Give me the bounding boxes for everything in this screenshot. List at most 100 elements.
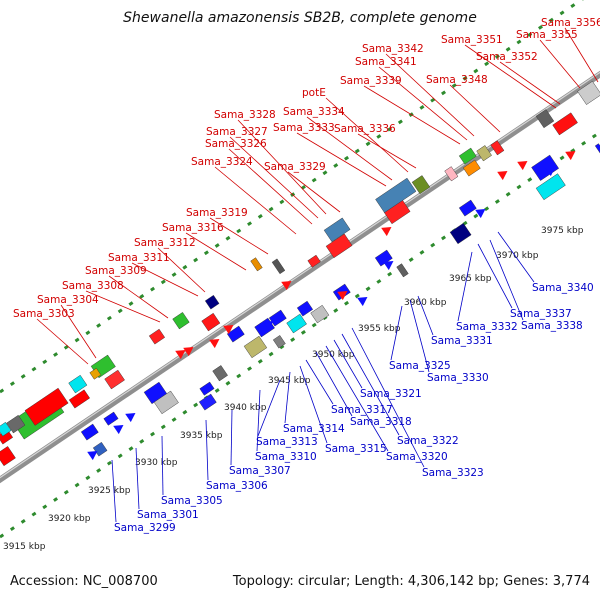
label-connector [108,275,169,319]
gene-glyph [201,312,221,332]
gene-body [552,112,578,136]
label-connector [357,133,417,169]
grid-dot [139,439,145,444]
grid-dot [333,163,339,168]
gene-glyph [0,446,16,467]
grid-dot [387,126,393,132]
topology-summary: Topology: circular; Length: 4,306,142 bp… [232,574,590,589]
gene-glyph [250,257,263,272]
top-label-sama_3355: Sama_3355 [516,29,578,41]
top-label-sama_3352: Sama_3352 [476,51,538,63]
label-connector [284,371,291,424]
gene-glyph [307,254,321,268]
bottom-label-sama_3322: Sama_3322 [397,435,459,447]
gene-glyph [296,300,314,317]
grid-dot [365,286,371,292]
label-connector [385,53,475,137]
label-connector [499,61,561,105]
grid-dot [279,199,285,205]
top-label-sama_3341: Sama_3341 [355,56,417,68]
grid-dot [516,184,522,190]
label-connector [135,447,140,510]
gene-body [323,217,351,243]
top-label-lines [36,27,599,365]
label-connector [325,97,409,173]
grid-dot [96,323,102,328]
gene-glyph [577,81,600,105]
tick-label: 3940 kbp [224,403,267,413]
gene-body [204,294,220,310]
gene-body [396,263,409,278]
gene-glyph [458,147,477,165]
gene-body [531,154,559,181]
bottom-label-sama_3301: Sama_3301 [137,509,199,521]
gene-glyph [375,177,417,213]
label-connector [85,290,161,323]
bottom-label-sama_3315: Sama_3315 [325,443,387,455]
grid-dot [225,380,231,386]
gene-body [148,328,166,345]
gene-body [449,222,472,245]
top-label-sama_3312: Sama_3312 [134,237,196,249]
grid-dot [85,475,91,481]
grid-dot [473,213,479,219]
label-connector [457,251,473,322]
tick-label: 3925 kbp [88,486,131,496]
grid-dot [473,68,479,74]
gene-body [201,312,221,332]
top-label-sama_3319: Sama_3319 [186,207,248,219]
grid-dot [74,482,80,488]
label-connector [214,166,297,235]
grid-dot [9,381,15,386]
top-labels: Sama_3303Sama_3304Sama_3308Sama_3309Sama… [13,17,600,320]
top-label-sama_3324: Sama_3324 [191,156,253,168]
bottom-label-sama_3317: Sama_3317 [331,404,393,416]
grid-dot [484,206,490,212]
gene-glyph [535,109,555,129]
gene-body [462,159,481,177]
gene-arrow [383,260,394,271]
label-connector [363,85,461,145]
grid-dot [494,54,500,59]
gene-glyph [552,112,578,136]
label-connector [341,333,400,436]
label-connector [390,305,403,361]
gene-body [80,423,99,441]
top-label-sama_3333: Sama_3333 [273,122,335,134]
bottom-label-sama_3337: Sama_3337 [510,308,572,320]
gene-body [172,312,190,330]
gene-body [476,145,492,162]
label-connector [157,247,206,293]
gene-arrow-shape [545,166,556,177]
grid-dot [247,366,253,372]
bottom-label-sama_3310: Sama_3310 [255,451,317,463]
gene-glyph [458,199,477,217]
grid-dot [354,293,360,299]
top-label-sama_3309: Sama_3309 [85,265,147,277]
grid-dot [53,497,59,502]
grid-dot [268,351,274,357]
grid-dot [0,533,5,539]
grid-dot [408,257,414,262]
gene-glyph [153,390,179,415]
grid-dot [365,141,371,147]
gene-glyph [212,365,228,382]
grid-dot [581,140,587,146]
bottom-label-sama_3305: Sama_3305 [161,495,223,507]
bottom-label-sama_3307: Sama_3307 [229,465,291,477]
gene-body [243,335,268,359]
gene-arrow-shape [209,338,220,349]
label-connector [111,459,117,523]
grid-dot [430,242,436,248]
gene-arrow-shape [357,296,368,307]
tick-label: 3965 kbp [449,274,492,284]
gene-body [594,143,600,155]
label-connector [351,327,425,468]
gene-arrow [475,208,486,219]
label-connector [464,44,557,109]
gene-body [535,109,555,129]
grid-dot [214,243,220,248]
gene-glyph [462,159,481,177]
grid-dot [591,133,597,139]
